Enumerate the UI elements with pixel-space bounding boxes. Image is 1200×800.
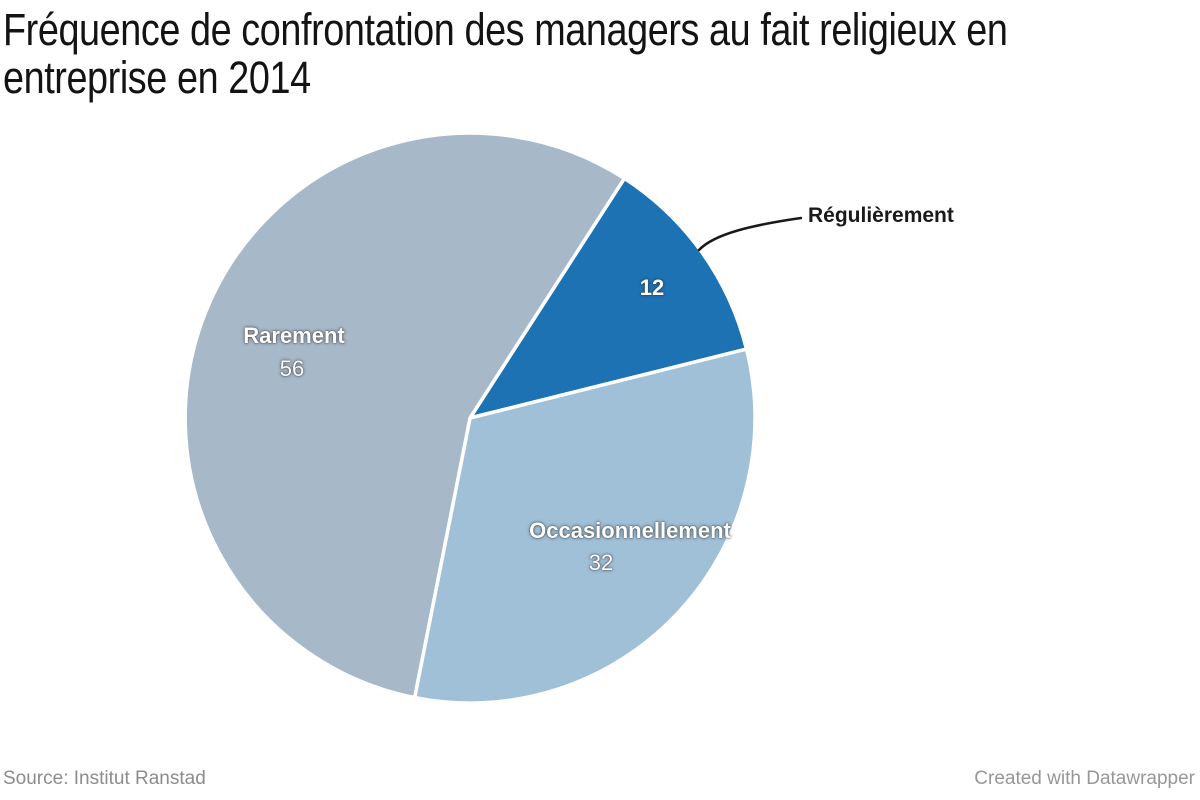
chart-title-line1: Fréquence de confrontation des managers …	[3, 4, 1008, 55]
slice-label-occasionnellement: Occasionnellement	[529, 518, 731, 543]
leader-line	[697, 216, 803, 252]
slice-value-regulierement: 12	[639, 275, 665, 300]
pie-slice-rarement[interactable]	[183, 131, 627, 700]
slice-value-rarement: 56	[279, 356, 305, 381]
slice-value-occasionnellement: 32	[588, 550, 614, 575]
source-label: Source: Institut Ranstad	[3, 768, 206, 789]
pie-slice-occasionnellement[interactable]	[412, 347, 757, 705]
slice-label-rarement: Rarement	[243, 323, 345, 348]
slice-label-regulierement: Régulièrement	[808, 204, 954, 227]
pie-slice-regulierement[interactable]	[468, 176, 749, 420]
datawrapper-attribution: Created with Datawrapper	[974, 768, 1195, 789]
chart-title: Fréquence de confrontation des managers …	[3, 6, 1200, 102]
chart-title-line2: entreprise en 2014	[3, 52, 311, 103]
